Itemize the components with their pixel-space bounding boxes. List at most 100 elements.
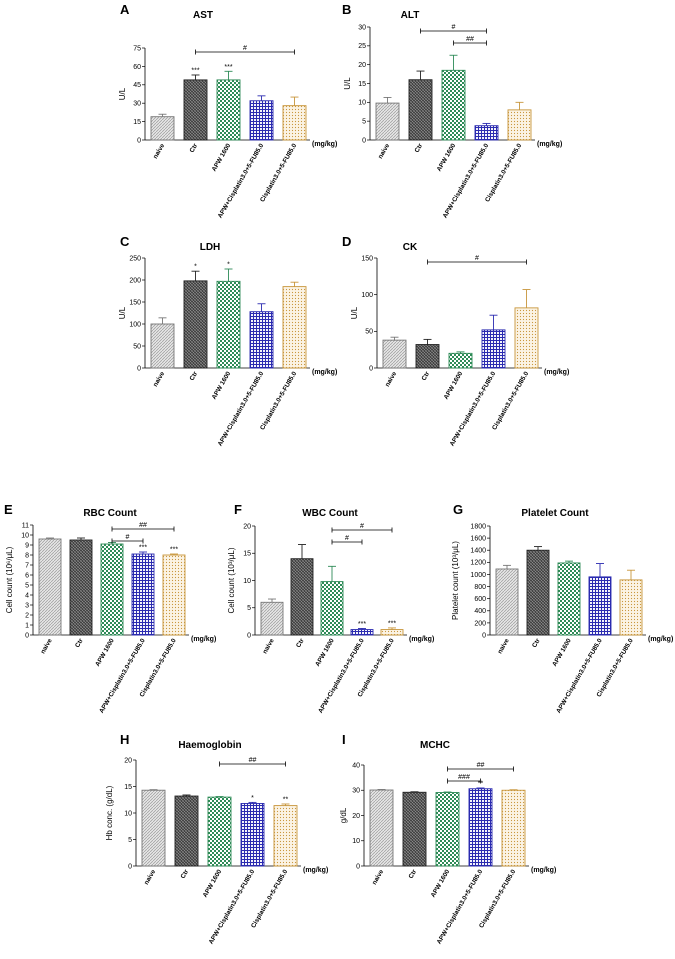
y-tick-label: 800 [474, 584, 486, 591]
x-tick-label: APW 1600 [436, 142, 458, 173]
unit-label: (mg/kg) [531, 867, 556, 874]
y-tick-label: 150 [361, 255, 373, 262]
y-tick-label: 200 [129, 277, 141, 284]
y-tick-label: 0 [137, 365, 141, 372]
x-tick-label: Cisplatin3.0+5-FU85.0 [259, 142, 298, 203]
significance-label: * [227, 262, 230, 269]
y-tick-label: 7 [25, 562, 29, 569]
bar [380, 629, 404, 636]
y-tick-label: 10 [358, 100, 366, 107]
x-tick-label: Cisplatin3.0+5-FU85.0 [484, 142, 523, 203]
y-tick-label: 0 [247, 632, 251, 639]
y-tick-label: 2 [25, 612, 29, 619]
unit-label: (mg/kg) [648, 636, 673, 643]
y-tick-label: 10 [352, 838, 360, 845]
significance-label: *** [139, 545, 147, 552]
x-tick-label: Cisplatin3.0+5-FU85.0 [596, 637, 635, 698]
bar [382, 339, 407, 369]
bar [174, 795, 199, 867]
x-tick-label: Cisplatin3.0+5-FU85.0 [259, 370, 298, 431]
y-tick-label: 20 [358, 62, 366, 69]
y-tick-label: 1800 [470, 523, 486, 530]
x-tick-label: naive [152, 370, 166, 388]
significance-label: *** [224, 64, 232, 71]
x-tick-label: Ctr [189, 142, 200, 154]
bracket-label: # [475, 255, 479, 262]
x-tick-label: Cisplatin3.0+5-FU85.0 [478, 868, 517, 929]
panel-letter: B [342, 2, 351, 17]
y-axis-label: U/L [350, 306, 359, 319]
x-tick-label: Ctr [189, 370, 200, 382]
bracket-label: # [360, 523, 364, 530]
bar [369, 789, 394, 867]
y-tick-label: 60 [133, 64, 141, 71]
y-tick-label: 45 [133, 82, 141, 89]
y-tick-label: 50 [133, 343, 141, 350]
y-tick-label: 250 [129, 255, 141, 262]
bar [526, 549, 550, 636]
significance-label: * [194, 264, 197, 271]
bar [260, 601, 284, 636]
y-tick-label: 3 [25, 602, 29, 609]
y-axis-label: U/L [343, 77, 352, 90]
y-axis-label: Platelet count (10³/μL) [451, 541, 460, 620]
y-tick-label: 0 [128, 863, 132, 870]
bar [468, 788, 493, 867]
y-tick-label: 30 [358, 24, 366, 31]
chart-panel-g: G Platelet Count Platelet count (10³/μL) 0 2… [451, 502, 673, 715]
y-tick-label: 5 [247, 605, 251, 612]
y-tick-label: 11 [22, 522, 29, 529]
y-tick-label: 10 [243, 578, 251, 585]
chart-panel-h: H Haemoglobin Hb conc. (g/dL) 0 5 10 15 20 naive… [105, 732, 328, 946]
bar [131, 553, 155, 636]
y-axis-label: Cell count (10³/μL) [227, 547, 236, 613]
bracket-label: # [126, 534, 130, 541]
significance-label: *** [191, 67, 199, 74]
bar [216, 79, 241, 141]
bar [249, 100, 274, 141]
bar [481, 329, 506, 369]
chart-title: AST [193, 10, 213, 21]
bar [435, 792, 460, 867]
bracket-label: ## [466, 36, 474, 43]
y-tick-label: 100 [361, 292, 373, 299]
unit-label: (mg/kg) [544, 369, 569, 376]
bar [249, 311, 274, 369]
x-tick-label: naive [377, 142, 391, 160]
y-tick-label: 0 [25, 632, 29, 639]
y-axis-label: Cell count (10⁶/μL) [5, 546, 14, 613]
panel-letter: E [4, 502, 13, 517]
x-tick-label: Ctr [74, 637, 85, 649]
bracket-label: # [452, 24, 456, 31]
chart-panel-c: C LDH U/L 0 50 100 150 200 250 naive * Ctr * APW 1600… [118, 234, 337, 448]
bar [162, 554, 186, 636]
chart-title: LDH [200, 242, 221, 253]
bar [150, 323, 175, 369]
chart-panel-f: F WBC Count Cell count (10³/μL) 0 5 10 15 20 nai… [227, 502, 434, 715]
chart-panel-e: E RBC Count Cell count (10⁶/μL) 0 1 2 3 4 5 6 7 8 9 1… [4, 502, 216, 715]
bar [619, 579, 643, 636]
y-tick-label: 10 [124, 810, 132, 817]
y-axis-label: g/dL [339, 807, 348, 823]
unit-label: (mg/kg) [303, 867, 328, 874]
significance-label: *** [388, 620, 396, 627]
y-tick-label: 1000 [470, 572, 486, 579]
panel-letter: H [120, 732, 129, 747]
x-tick-label: APW 1600 [211, 370, 233, 401]
significance-label: ** [283, 796, 289, 803]
x-tick-label: naive [384, 370, 398, 388]
y-tick-label: 100 [129, 321, 141, 328]
bracket-label: ## [249, 757, 257, 764]
y-tick-label: 0 [362, 137, 366, 144]
y-tick-label: 0 [356, 863, 360, 870]
y-axis-label: Hb conc. (g/dL) [105, 785, 114, 840]
y-tick-label: 9 [25, 542, 29, 549]
chart-title: CK [403, 242, 418, 253]
significance-label: * [251, 795, 254, 802]
y-tick-label: 15 [133, 119, 141, 126]
bar [320, 581, 344, 636]
x-tick-label: Cisplatin3.0+5-FU85.0 [139, 637, 178, 698]
x-tick-label: APW 1600 [430, 868, 452, 899]
